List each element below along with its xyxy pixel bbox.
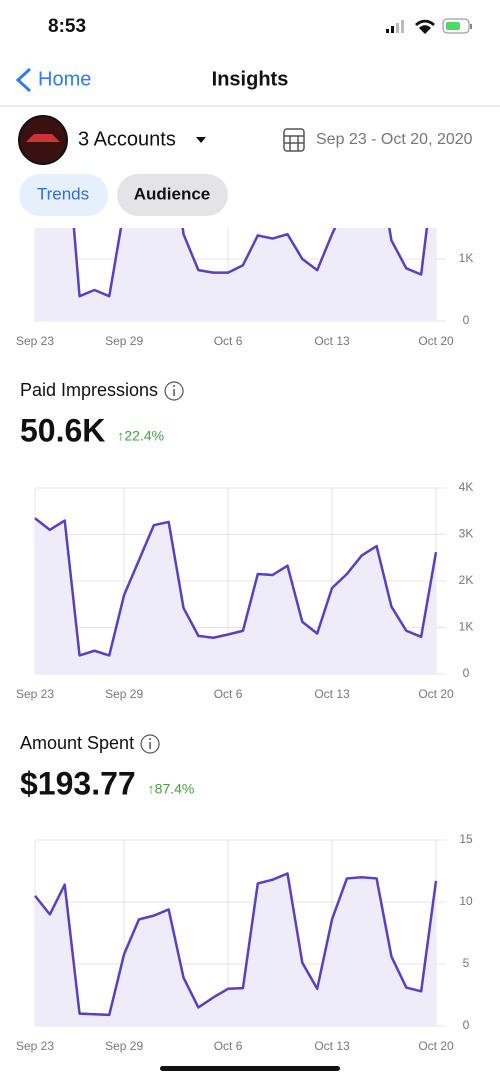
change: ↑87.4% — [148, 781, 195, 797]
x-tick-label: Sep 23 — [16, 1039, 54, 1053]
header: 8:53 Home Insights 3 Accounts Sep 23 - O… — [0, 0, 500, 228]
home-indicator — [160, 1066, 340, 1071]
line — [72, 228, 429, 298]
change: ↑22.4% — [117, 428, 164, 444]
account-name[interactable]: 3 Accounts — [78, 128, 176, 150]
line — [34, 872, 438, 1017]
y-tick-label: 4K — [459, 480, 474, 494]
info-icon — [173, 385, 176, 387]
y-tick-label: 0 — [463, 313, 470, 327]
total: $193.77 — [20, 765, 136, 801]
area — [35, 518, 436, 674]
tab[interactable]: Audience — [134, 184, 211, 203]
chart-title: Amount Spent — [20, 733, 134, 753]
y-tick-label: 0 — [463, 666, 470, 680]
x-tick-label: Oct 13 — [314, 334, 350, 348]
x-tick-label: Oct 6 — [214, 1039, 243, 1053]
x-tick-label: Oct 6 — [214, 334, 243, 348]
chart: Amount Spent $193.77 ↑87.4% 0 5 10 15 Sep 23 Sep… — [16, 733, 473, 1053]
calendar-icon — [283, 128, 305, 152]
y-tick-label: 15 — [459, 832, 473, 846]
total: 50.6K — [20, 412, 105, 448]
x-tick-label: Sep 29 — [105, 334, 143, 348]
y-tick-label: 10 — [459, 894, 473, 908]
y-tick-label: 3K — [459, 527, 474, 541]
x-tick-label: Oct 6 — [214, 687, 243, 701]
x-tick-label: Sep 23 — [16, 687, 54, 701]
x-tick-label: Sep 29 — [105, 687, 143, 701]
chart: 0 1K Sep 23 Sep 29 Oct 6 Oct 13 Oct 20 — [16, 228, 474, 348]
chart: Paid Impressions 50.6K ↑22.4% 0 1K 2K 3K 4K Sep … — [16, 380, 473, 701]
date-range[interactable]: Sep 23 - Oct 20, 2020 — [316, 131, 473, 148]
area — [35, 228, 436, 321]
nav-title: Insights — [212, 68, 289, 90]
y-tick-label: 2K — [459, 573, 474, 587]
y-tick-label: 0 — [463, 1018, 470, 1032]
info-icon — [164, 381, 184, 401]
info-icon — [140, 734, 160, 754]
y-tick-label: 5 — [463, 956, 470, 970]
tab-bg[interactable] — [19, 174, 108, 216]
area — [35, 873, 436, 1026]
x-tick-label: Sep 29 — [105, 1039, 143, 1053]
back-arrow[interactable] — [15, 67, 32, 93]
x-tick-label: Oct 20 — [418, 1039, 454, 1053]
avatar-art — [26, 134, 60, 142]
time: 8:53 — [48, 16, 86, 37]
x-tick-label: Oct 13 — [314, 687, 350, 701]
x-tick-label: Oct 20 — [418, 334, 454, 348]
tab-bg[interactable] — [117, 174, 228, 216]
dropdown[interactable] — [196, 137, 206, 143]
line — [34, 517, 438, 657]
chart-title: Paid Impressions — [20, 380, 158, 400]
y-tick-label: 1K — [459, 251, 474, 265]
info-icon — [149, 738, 152, 740]
x-tick-label: Oct 20 — [418, 687, 454, 701]
x-tick-label: Sep 23 — [16, 334, 54, 348]
x-tick-label: Oct 13 — [314, 1039, 350, 1053]
tab[interactable]: Trends — [37, 184, 89, 203]
back-button[interactable]: Home — [38, 68, 91, 90]
y-tick-label: 1K — [459, 620, 474, 634]
status-icons — [386, 18, 472, 34]
